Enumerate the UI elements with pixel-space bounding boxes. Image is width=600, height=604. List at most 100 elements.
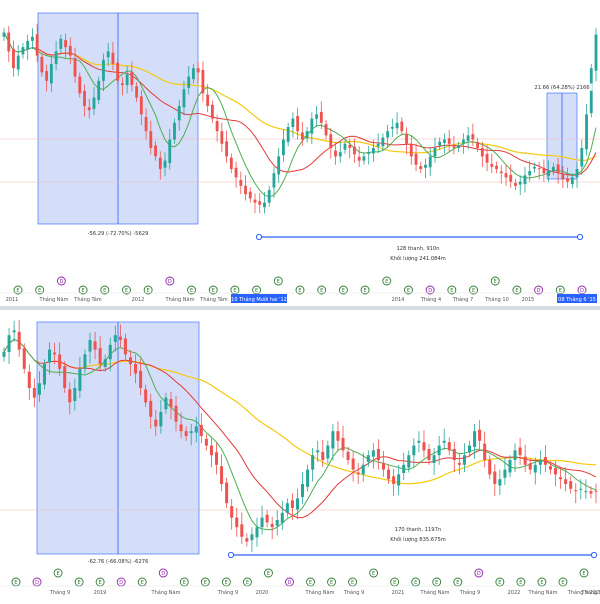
- date-range-volume-label: Khối lượng 241.084m: [390, 255, 446, 262]
- candle-body: [305, 131, 309, 139]
- badge-letter: E: [16, 288, 19, 294]
- earnings-badge: [317, 285, 327, 295]
- candle-body: [334, 150, 337, 157]
- candle-body: [225, 482, 229, 504]
- candle-body: [547, 171, 551, 176]
- candle-body: [35, 34, 39, 56]
- candle-body: [229, 157, 233, 169]
- panel-divider[interactable]: [0, 306, 600, 310]
- candle-body: [338, 152, 342, 157]
- candle-body: [427, 448, 431, 460]
- candle-body: [414, 153, 418, 165]
- candle-body: [40, 56, 44, 73]
- badge-letter: E: [99, 580, 102, 586]
- candle-body: [17, 331, 21, 350]
- candle-body: [443, 139, 446, 143]
- label-bg: [531, 83, 593, 91]
- candle-body: [483, 443, 487, 460]
- candle-body: [329, 134, 333, 148]
- badge-letter: D: [35, 580, 39, 586]
- candle-body: [139, 370, 143, 388]
- earnings-badge: [579, 568, 589, 578]
- candle-body: [184, 431, 188, 436]
- badge-letter: E: [494, 279, 497, 285]
- candle-body: [248, 191, 252, 199]
- candle-body: [103, 359, 107, 367]
- candle-body: [528, 171, 532, 176]
- candle-body: [73, 388, 77, 401]
- candle-body: [315, 114, 318, 119]
- ma-long-line: [41, 50, 597, 162]
- candle-body: [402, 464, 406, 473]
- badge-letter: E: [561, 580, 564, 586]
- candle-body: [169, 399, 173, 408]
- candle-body: [579, 488, 583, 490]
- candle-body: [554, 468, 558, 475]
- badge-letter: E: [56, 571, 59, 577]
- candle-body: [2, 32, 6, 37]
- candle-body: [432, 455, 436, 463]
- earnings-badge: [143, 285, 153, 295]
- candle-body: [392, 476, 396, 484]
- candle-body: [265, 514, 269, 523]
- earnings-badge: [469, 285, 478, 295]
- candle-body: [58, 354, 62, 369]
- price-range-label: -62.76 (-66.08%) -6276: [88, 559, 149, 565]
- x-tick-label: 2021: [392, 590, 405, 596]
- candle-body: [457, 462, 461, 465]
- x-tick-label: 2011: [6, 297, 19, 303]
- badge-letter: E: [309, 580, 312, 586]
- badge-letter: E: [246, 580, 249, 586]
- candle-body: [201, 69, 205, 94]
- candle-body: [367, 152, 371, 154]
- candle-body: [134, 364, 138, 374]
- candle-body: [569, 481, 573, 489]
- candlestick-chart-top[interactable]: -56.29 (-72.70%) -5629 21.66 (64.28%) 216…: [0, 0, 600, 306]
- candle-body: [570, 177, 574, 185]
- badge-letter: E: [385, 279, 388, 285]
- earnings-badge: [512, 285, 522, 295]
- candle-body: [528, 463, 532, 470]
- date-range-volume-label: Khối lượng 835.675m: [390, 536, 446, 543]
- x-tick-label: Tháng 10: [484, 296, 509, 303]
- candle-body: [376, 448, 380, 460]
- candle-body: [30, 36, 34, 41]
- earnings-badge: [78, 285, 88, 295]
- candle-body: [321, 451, 325, 460]
- candle-body: [405, 133, 408, 144]
- badge-letter: D: [161, 571, 165, 577]
- candle-body: [585, 114, 588, 150]
- candle-body: [49, 64, 53, 84]
- candle-body: [22, 348, 26, 369]
- badge-letter: E: [125, 288, 128, 294]
- x-tick-label: Tháng Năm: [165, 296, 195, 303]
- candle-body: [54, 51, 58, 64]
- candle-body: [230, 506, 234, 518]
- candle-body: [215, 121, 219, 132]
- label-bg: [387, 254, 449, 262]
- candle-body: [135, 86, 139, 98]
- badge-letter: E: [320, 288, 323, 294]
- badge-letter: E: [233, 288, 236, 294]
- candle-body: [499, 171, 503, 174]
- candle-body: [37, 383, 41, 395]
- candle-body: [220, 131, 224, 144]
- candle-body: [280, 512, 284, 523]
- candle-body: [518, 181, 522, 185]
- candle-body: [498, 479, 502, 486]
- candle-body: [523, 456, 527, 465]
- candle-body: [108, 344, 112, 360]
- candle-body: [21, 47, 25, 55]
- candle-body: [543, 457, 547, 465]
- candlestick-chart-bottom[interactable]: -62.76 (-66.08%) -6276 170 thanh, 1197n Kh…: [0, 310, 600, 600]
- label-bg: [387, 535, 449, 543]
- price-range-label: 21.66 (64.28%) 2166: [534, 85, 589, 91]
- candle-body: [263, 202, 266, 208]
- badge-letter: E: [147, 288, 150, 294]
- candle-body: [452, 146, 456, 148]
- dividend-badge: [56, 276, 66, 286]
- candle-body: [395, 122, 399, 129]
- label-bg: [391, 525, 445, 533]
- candle-body: [194, 426, 198, 433]
- candle-body: [88, 340, 92, 352]
